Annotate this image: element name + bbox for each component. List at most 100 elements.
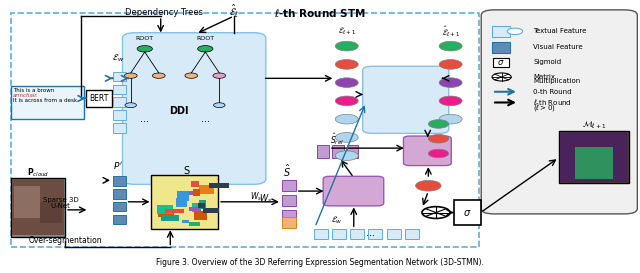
Bar	[157, 205, 173, 214]
Bar	[113, 110, 125, 120]
Text: It is across from a desk.: It is across from a desk.	[13, 98, 79, 103]
Circle shape	[185, 73, 198, 78]
Bar	[203, 208, 220, 213]
Bar	[350, 229, 364, 239]
Text: DDI: DDI	[169, 106, 188, 115]
Circle shape	[508, 28, 523, 35]
Bar	[492, 26, 510, 37]
Bar	[177, 191, 189, 201]
FancyBboxPatch shape	[323, 176, 384, 206]
Bar	[368, 229, 382, 239]
Bar	[158, 210, 173, 217]
Circle shape	[198, 46, 213, 52]
Bar	[113, 176, 125, 186]
Circle shape	[428, 149, 449, 158]
Text: armchair.: armchair.	[13, 93, 39, 98]
Text: ($\ell > 0$): ($\ell > 0$)	[534, 102, 556, 113]
Text: Visual Feature: Visual Feature	[534, 44, 583, 51]
Text: ROOT: ROOT	[136, 35, 154, 41]
Bar	[332, 145, 344, 158]
FancyBboxPatch shape	[363, 66, 449, 133]
Circle shape	[439, 114, 462, 124]
Bar	[193, 203, 202, 212]
Bar	[11, 13, 479, 247]
Circle shape	[335, 78, 358, 87]
Text: ...: ...	[201, 114, 210, 124]
Bar	[182, 220, 189, 223]
Bar	[113, 123, 125, 133]
Text: $\hat{S}_{rel}$: $\hat{S}_{rel}$	[330, 131, 344, 147]
Bar	[559, 131, 629, 183]
Text: Matrix: Matrix	[534, 74, 556, 80]
Bar	[186, 191, 193, 195]
Circle shape	[492, 73, 511, 81]
Bar	[314, 229, 328, 239]
Bar	[165, 209, 184, 212]
Text: $\sigma$: $\sigma$	[497, 58, 505, 67]
Bar	[113, 72, 125, 81]
Text: $W_s$: $W_s$	[250, 191, 262, 203]
Text: ...: ...	[140, 114, 149, 124]
Bar	[560, 132, 628, 182]
Circle shape	[439, 60, 462, 69]
Circle shape	[335, 41, 358, 51]
Bar	[454, 200, 481, 225]
Text: 0-th Round: 0-th Round	[534, 89, 572, 95]
Text: Textual Feature: Textual Feature	[534, 28, 587, 34]
Bar	[113, 215, 125, 224]
Bar	[347, 145, 358, 158]
Bar	[282, 195, 296, 206]
Bar	[282, 217, 296, 228]
Circle shape	[214, 103, 225, 108]
FancyBboxPatch shape	[403, 136, 451, 166]
Circle shape	[428, 134, 449, 143]
Text: $\mathcal{E}_w$: $\mathcal{E}_w$	[112, 52, 124, 64]
Text: $\hat{\mathcal{E}}_{\ell+1}$: $\hat{\mathcal{E}}_{\ell+1}$	[442, 24, 460, 39]
Text: $\mathcal{E}_{\ell+1}$: $\mathcal{E}_{\ell+1}$	[338, 26, 356, 37]
Bar	[40, 202, 62, 223]
Circle shape	[439, 41, 462, 51]
Text: U-Net: U-Net	[51, 203, 70, 209]
Bar	[575, 147, 613, 179]
Circle shape	[335, 133, 358, 142]
Bar	[404, 229, 419, 239]
Bar	[189, 222, 200, 226]
Bar	[158, 205, 170, 210]
Text: $W_s$: $W_s$	[259, 193, 273, 205]
Bar	[191, 181, 199, 187]
Bar	[209, 183, 229, 188]
Text: $\hat{\mathcal{E}}_\ell$: $\hat{\mathcal{E}}_\ell$	[229, 3, 239, 20]
Text: $\sigma$: $\sigma$	[463, 207, 472, 218]
Text: Sigmoid: Sigmoid	[534, 60, 561, 66]
Text: $\mathcal{E}_w$: $\mathcal{E}_w$	[332, 215, 343, 226]
Text: Over-segmentation: Over-segmentation	[28, 236, 102, 245]
Bar	[12, 179, 64, 235]
Text: Sparse 3D: Sparse 3D	[43, 197, 79, 203]
Bar	[198, 200, 206, 209]
Bar	[151, 175, 218, 229]
Text: $\ell$-th Round: $\ell$-th Round	[534, 97, 572, 108]
Bar	[189, 207, 201, 211]
Text: BERT: BERT	[89, 94, 109, 103]
Circle shape	[428, 120, 449, 128]
Circle shape	[335, 60, 358, 69]
Bar	[113, 189, 125, 198]
Bar	[493, 58, 509, 67]
FancyBboxPatch shape	[122, 33, 266, 184]
Text: $\ell$-th Round STM: $\ell$-th Round STM	[274, 7, 366, 19]
Circle shape	[137, 46, 152, 52]
Bar	[332, 229, 346, 239]
Circle shape	[415, 180, 441, 191]
Text: Figure 3. Overview of the 3D Referring Expression Segmentation Network (3D-STMN): Figure 3. Overview of the 3D Referring E…	[156, 258, 484, 267]
Bar	[177, 198, 188, 207]
Bar	[113, 97, 125, 107]
Text: This is a brown: This is a brown	[13, 88, 56, 93]
Circle shape	[439, 96, 462, 106]
Circle shape	[335, 114, 358, 124]
Bar	[198, 185, 214, 194]
Bar	[282, 180, 296, 191]
Text: ...: ...	[367, 228, 376, 238]
Bar	[86, 90, 112, 106]
Bar	[492, 42, 510, 53]
Text: $\mathcal{M}_{\ell+1}$: $\mathcal{M}_{\ell+1}$	[582, 120, 606, 131]
